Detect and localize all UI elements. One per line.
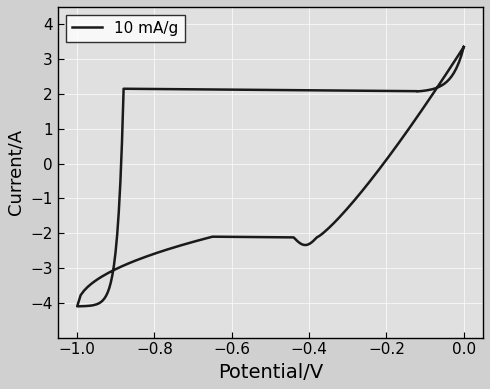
Legend: 10 mA/g: 10 mA/g (66, 14, 185, 42)
X-axis label: Potential/V: Potential/V (218, 363, 323, 382)
Y-axis label: Current/A: Current/A (7, 129, 25, 216)
